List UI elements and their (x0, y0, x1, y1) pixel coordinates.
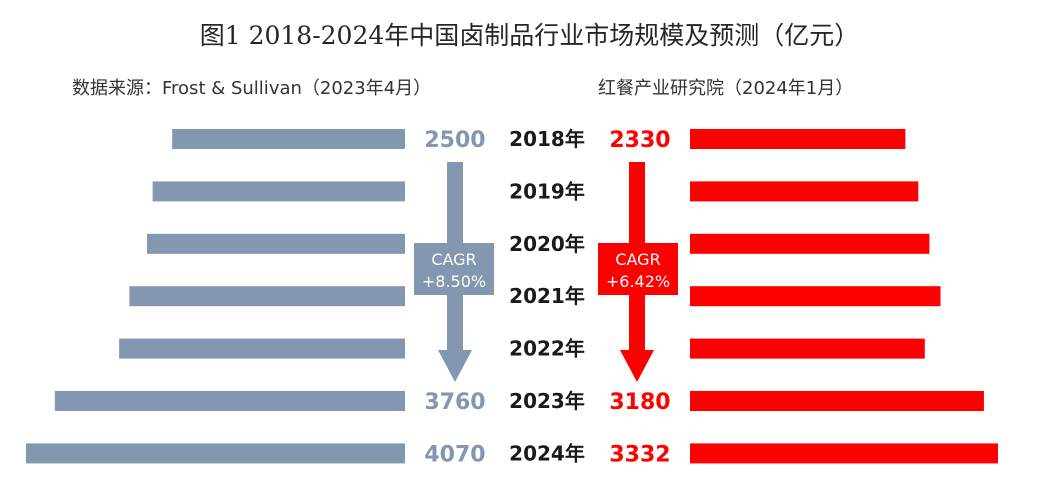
year-label: 2023年 (509, 389, 585, 413)
left-bar (152, 181, 405, 202)
right-bar (690, 129, 906, 149)
right-cagr-value: +6.42% (606, 272, 670, 291)
left-value-label: 2500 (424, 128, 485, 153)
left-bar (172, 129, 405, 149)
right-bar (690, 286, 941, 307)
left-value-label: 3760 (424, 390, 485, 415)
right-cagr-arrow-head (620, 350, 654, 382)
right-bar (690, 181, 919, 202)
left-source-label: 数据来源：Frost & Sullivan（2023年4月） (72, 78, 432, 99)
left-cagr-value: +8.50% (422, 272, 486, 291)
left-value-label: 4070 (424, 442, 485, 467)
left-bar (54, 391, 406, 411)
left-bar (147, 233, 405, 254)
right-bar (690, 443, 998, 464)
right-bar (690, 338, 925, 359)
right-cagr-box (598, 243, 678, 295)
right-value-label: 3180 (609, 390, 670, 415)
left-cagr-arrow-head (438, 350, 472, 382)
right-bar (690, 391, 984, 411)
right-value-label: 3332 (609, 442, 670, 467)
left-bar (119, 338, 405, 359)
year-label: 2021年 (509, 284, 585, 308)
year-label: 2020年 (509, 232, 585, 256)
year-label: 2022年 (509, 337, 585, 361)
year-label: 2019年 (509, 179, 585, 203)
left-cagr-title: CAGR (431, 250, 476, 269)
right-cagr-title: CAGR (615, 250, 660, 269)
left-bar (129, 286, 405, 307)
left-bar (26, 443, 405, 464)
year-label: 2024年 (509, 441, 585, 465)
chart-title: 图1 2018-2024年中国卤制品行业市场规模及预测（亿元） (199, 21, 860, 50)
right-bar (690, 233, 930, 254)
right-source-label: 红餐产业研究院（2024年1月） (598, 78, 854, 99)
year-label: 2018年 (509, 127, 585, 151)
right-value-label: 2330 (609, 128, 670, 153)
left-cagr-box (414, 243, 494, 295)
